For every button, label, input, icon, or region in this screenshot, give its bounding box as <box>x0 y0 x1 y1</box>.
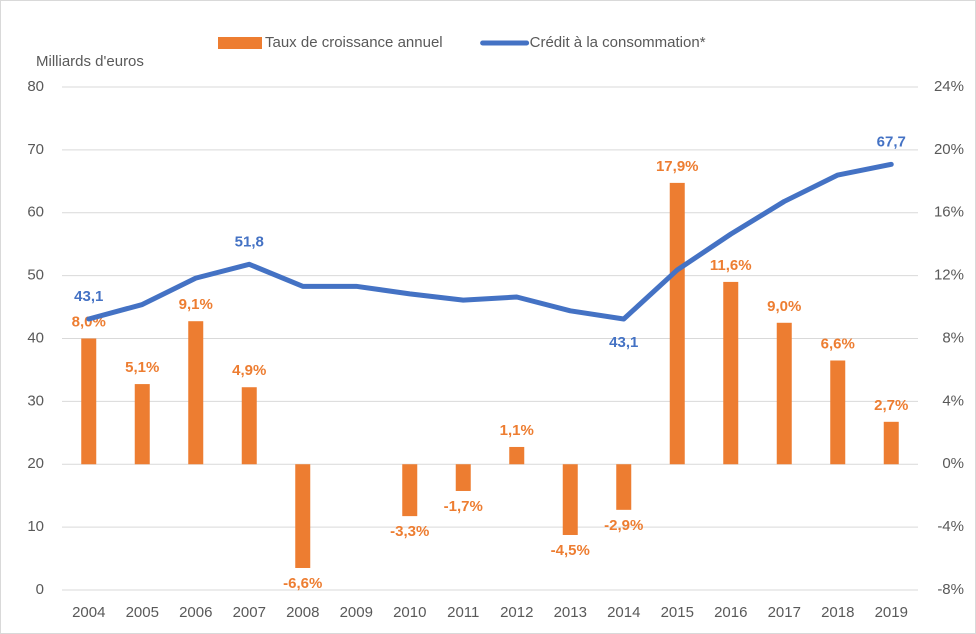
line <box>86 161 894 322</box>
bar <box>830 360 846 465</box>
y-tick-label: 80 <box>27 78 44 95</box>
x-tick-label: 2012 <box>500 604 533 621</box>
y2-tick-label: 8% <box>942 329 964 346</box>
data-label: -6,6% <box>283 575 322 592</box>
x-tick-label: 2016 <box>714 604 747 621</box>
y2-tick-label: 16% <box>934 204 964 221</box>
x-tick-label: 2007 <box>233 604 266 621</box>
x-tick-label: 2004 <box>72 604 105 621</box>
legend-label: Crédit à la consommation* <box>530 34 706 51</box>
x-tick-label: 2015 <box>661 604 694 621</box>
data-label: 11,6% <box>710 257 752 274</box>
bar <box>241 387 257 465</box>
bar <box>883 421 899 465</box>
x-tick-label: 2014 <box>607 604 640 621</box>
x-tick-label: 2018 <box>821 604 854 621</box>
data-label: 67,7 <box>877 133 906 150</box>
bar <box>295 464 311 568</box>
bar <box>402 464 418 517</box>
data-label: 5,1% <box>125 359 159 376</box>
y-tick-label: 50 <box>27 267 44 284</box>
data-label: 51,8 <box>235 233 264 250</box>
bar <box>669 182 685 465</box>
x-tick-label: 2019 <box>875 604 908 621</box>
bar <box>188 321 204 465</box>
data-label: 9,0% <box>767 298 801 315</box>
y-tick-label: 40 <box>27 329 44 346</box>
x-tick-label: 2010 <box>393 604 426 621</box>
data-label: 17,9% <box>656 158 699 175</box>
y-tick-label: 70 <box>27 141 44 158</box>
y-tick-label: 60 <box>27 204 44 221</box>
y2-tick-label: -8% <box>937 581 964 598</box>
bar <box>455 464 471 491</box>
y2-tick-label: 24% <box>934 78 964 95</box>
x-tick-label: 2017 <box>768 604 801 621</box>
data-label: 2,7% <box>874 397 908 414</box>
legend-swatch <box>218 37 262 49</box>
y-tick-label: 30 <box>27 392 44 409</box>
bar <box>616 464 632 510</box>
data-label: 43,1 <box>609 334 638 351</box>
bar <box>723 281 739 465</box>
data-label: 4,9% <box>232 362 266 379</box>
bar <box>134 384 150 465</box>
y2-tick-label: 20% <box>934 141 964 158</box>
y-tick-label: 20 <box>27 455 44 472</box>
data-label: -2,9% <box>604 517 643 534</box>
y2-tick-label: -4% <box>937 518 964 535</box>
x-tick-label: 2005 <box>126 604 159 621</box>
bar <box>562 464 578 535</box>
data-label: 1,1% <box>500 422 534 439</box>
bar <box>81 338 97 465</box>
y-axis-label: Milliards d'euros <box>36 53 144 70</box>
data-label: -4,5% <box>551 542 590 559</box>
data-label: 43,1 <box>74 288 103 305</box>
data-label: 6,6% <box>821 335 855 352</box>
y-tick-label: 0 <box>36 581 44 598</box>
bar <box>509 446 525 465</box>
bar <box>776 322 792 465</box>
x-tick-label: 2008 <box>286 604 319 621</box>
data-label: -3,3% <box>390 523 429 540</box>
x-tick-label: 2011 <box>447 604 479 621</box>
data-label: 9,1% <box>179 296 213 313</box>
x-tick-label: 2013 <box>554 604 587 621</box>
y2-tick-label: 4% <box>942 392 964 409</box>
legend-label: Taux de croissance annuel <box>265 34 443 51</box>
data-label: -1,7% <box>444 498 483 515</box>
y2-tick-label: 12% <box>934 267 964 284</box>
y2-tick-label: 0% <box>942 455 964 472</box>
x-tick-label: 2006 <box>179 604 212 621</box>
y-tick-label: 10 <box>27 518 44 535</box>
x-tick-label: 2009 <box>340 604 373 621</box>
